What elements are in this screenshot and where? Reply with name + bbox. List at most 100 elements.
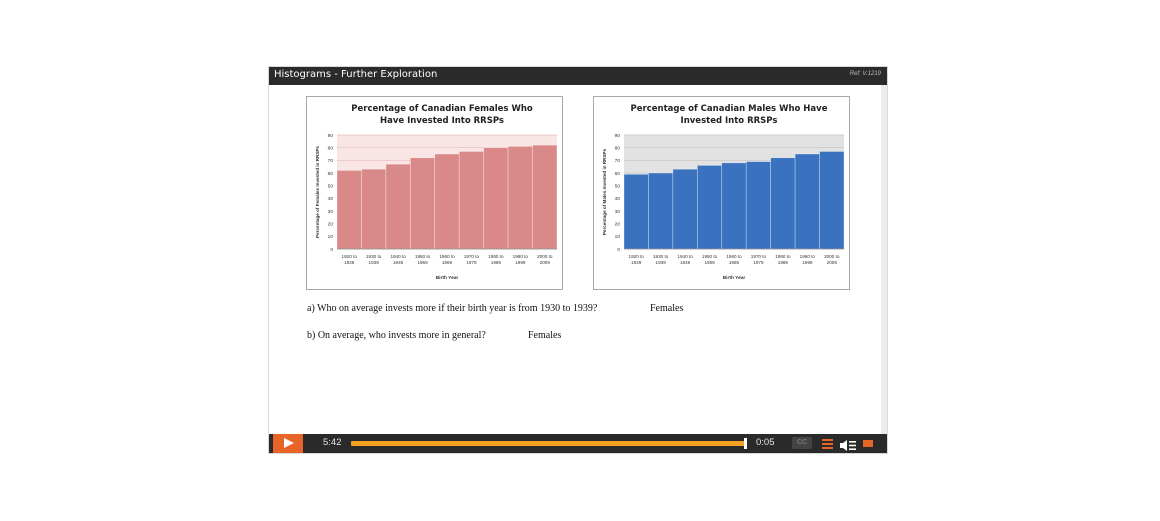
x-tick-label: 1949 [393, 260, 404, 265]
y-tick-label: 80 [328, 145, 334, 151]
y-axis-label: Percentage of Males Invested in RRSPs [602, 148, 607, 235]
histogram-bar [794, 153, 820, 250]
x-tick-label: 1950 to [415, 254, 431, 259]
y-tick-label: 90 [328, 133, 334, 139]
x-tick-label: 1979 [753, 260, 764, 265]
y-tick-label: 60 [615, 171, 621, 177]
x-tick-label: 1930 to [366, 254, 382, 259]
slide-scrollbar[interactable] [881, 85, 887, 434]
playback-controls: 5:42 0:05 CC [269, 434, 887, 453]
slide-content: Percentage of Canadian Females Who Have … [269, 85, 881, 434]
x-tick-label: 1949 [680, 260, 691, 265]
x-tick-label: 1959 [417, 260, 428, 265]
x-tick-label: 1990 to [513, 254, 529, 259]
y-axis-label: Percentage of Females Invested in RRSPs [315, 146, 320, 238]
histogram-bar [721, 162, 747, 250]
seek-handle[interactable] [744, 438, 748, 449]
question-b-answer: Females [528, 330, 562, 341]
x-tick-label: 1999 [802, 260, 813, 265]
histogram-bar [697, 165, 723, 250]
female-chart-title: Percentage of Canadian Females Who Have … [337, 103, 547, 127]
x-tick-label: 1969 [729, 260, 740, 265]
question-a: a) Who on average invests more if their … [307, 303, 683, 314]
y-tick-label: 20 [328, 221, 334, 227]
y-tick-label: 10 [615, 234, 621, 240]
female-chart-title-line-2: Have Invested Into RRSPs [380, 116, 504, 126]
x-tick-label: 1979 [466, 260, 477, 265]
histogram-bar [770, 157, 796, 250]
x-axis-label: Birth Year [436, 275, 459, 281]
seek-progress [351, 441, 746, 446]
histogram-bar [532, 144, 558, 250]
x-tick-label: 1969 [442, 260, 453, 265]
x-tick-label: 2000 to [824, 254, 840, 259]
question-a-answer: Females [650, 303, 684, 314]
y-tick-label: 80 [615, 145, 621, 151]
x-tick-label: 1920 to [629, 254, 645, 259]
x-tick-label: 1970 to [464, 254, 480, 259]
question-b-text: b) On average, who invests more in gener… [307, 330, 486, 341]
y-tick-label: 50 [615, 183, 621, 189]
y-tick-label: 10 [328, 234, 334, 240]
x-axis-label: Birth Year [723, 275, 746, 281]
x-tick-label: 1940 to [390, 254, 406, 259]
male-chart-title-line-2: Invested Into RRSPs [680, 116, 778, 126]
x-tick-label: 1929 [631, 260, 642, 265]
y-tick-label: 70 [615, 158, 621, 164]
x-tick-label: 1960 to [439, 254, 455, 259]
y-tick-label: 40 [328, 196, 334, 202]
x-tick-label: 1939 [656, 260, 667, 265]
cc-icon: CC [796, 439, 808, 446]
x-tick-label: 1999 [515, 260, 526, 265]
x-tick-label: 1960 to [726, 254, 742, 259]
reference-code: Ref: V.1219 [849, 71, 881, 77]
x-tick-label: 1920 to [342, 254, 358, 259]
histogram-bar [483, 147, 509, 250]
remaining-time: 0:05 [756, 437, 775, 448]
histogram-bar [410, 157, 436, 250]
histogram-bar [336, 170, 362, 250]
y-tick-label: 70 [328, 158, 334, 164]
histogram-bar [648, 172, 674, 250]
question-a-text: a) Who on average invests more if their … [307, 303, 598, 314]
y-tick-label: 40 [615, 196, 621, 202]
histogram-bar [672, 168, 698, 250]
x-tick-label: 1989 [778, 260, 789, 265]
volume-icon [840, 440, 856, 451]
x-tick-label: 2009 [540, 260, 551, 265]
elapsed-time: 5:42 [323, 437, 342, 448]
x-tick-label: 1929 [344, 260, 355, 265]
male-chart-title-line-1: Percentage of Canadian Males Who Have [630, 104, 828, 114]
y-tick-label: 0 [330, 247, 333, 253]
seek-bar[interactable] [351, 438, 748, 449]
video-player: Histograms - Further Exploration Ref: V.… [269, 67, 887, 453]
play-button[interactable] [273, 434, 303, 453]
x-tick-label: 1990 to [800, 254, 816, 259]
x-tick-label: 2009 [827, 260, 838, 265]
histogram-bar [458, 151, 484, 250]
fullscreen-button[interactable] [863, 440, 873, 447]
x-tick-label: 2000 to [537, 254, 553, 259]
x-tick-label: 1980 to [775, 254, 791, 259]
menu-button[interactable] [822, 438, 833, 449]
histogram-bar [745, 161, 771, 250]
female-chart-title-line-1: Percentage of Canadian Females Who [351, 104, 533, 114]
volume-button[interactable] [840, 438, 857, 451]
title-bar: Histograms - Further Exploration Ref: V.… [269, 67, 887, 85]
x-tick-label: 1989 [491, 260, 502, 265]
x-tick-label: 1939 [369, 260, 380, 265]
window-title: Histograms - Further Exploration [274, 69, 438, 80]
x-tick-label: 1970 to [751, 254, 767, 259]
y-tick-label: 0 [617, 247, 620, 253]
cc-button[interactable]: CC [792, 437, 812, 449]
x-tick-label: 1930 to [653, 254, 669, 259]
y-tick-label: 30 [328, 209, 334, 215]
y-tick-label: 50 [328, 183, 334, 189]
male-chart-card: Percentage of Canadian Males Who Have In… [593, 96, 850, 290]
histogram-bar [361, 168, 387, 250]
x-tick-label: 1950 to [702, 254, 718, 259]
histogram-bar [819, 151, 845, 250]
y-tick-label: 60 [328, 171, 334, 177]
